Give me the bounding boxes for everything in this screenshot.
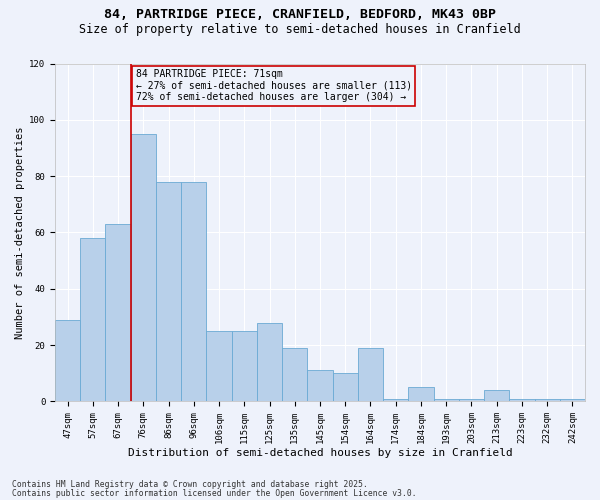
Bar [383,398,409,402]
Bar [535,398,560,402]
Bar [332,373,358,402]
Text: 84 PARTRIDGE PIECE: 71sqm
← 27% of semi-detached houses are smaller (113)
72% of: 84 PARTRIDGE PIECE: 71sqm ← 27% of semi-… [136,69,412,102]
Bar [257,322,282,402]
Bar [181,182,206,402]
Bar [232,331,257,402]
Bar [55,320,80,402]
Bar [509,398,535,402]
Text: Contains public sector information licensed under the Open Government Licence v3: Contains public sector information licen… [12,489,416,498]
X-axis label: Distribution of semi-detached houses by size in Cranfield: Distribution of semi-detached houses by … [128,448,512,458]
Y-axis label: Number of semi-detached properties: Number of semi-detached properties [15,126,25,338]
Bar [106,224,131,402]
Text: 84, PARTRIDGE PIECE, CRANFIELD, BEDFORD, MK43 0BP: 84, PARTRIDGE PIECE, CRANFIELD, BEDFORD,… [104,8,496,20]
Text: Contains HM Land Registry data © Crown copyright and database right 2025.: Contains HM Land Registry data © Crown c… [12,480,368,489]
Bar [560,398,585,402]
Bar [206,331,232,402]
Bar [434,398,459,402]
Bar [484,390,509,402]
Bar [409,388,434,402]
Bar [156,182,181,402]
Bar [459,398,484,402]
Bar [80,238,106,402]
Bar [307,370,332,402]
Bar [282,348,307,402]
Bar [131,134,156,402]
Text: Size of property relative to semi-detached houses in Cranfield: Size of property relative to semi-detach… [79,22,521,36]
Bar [358,348,383,402]
